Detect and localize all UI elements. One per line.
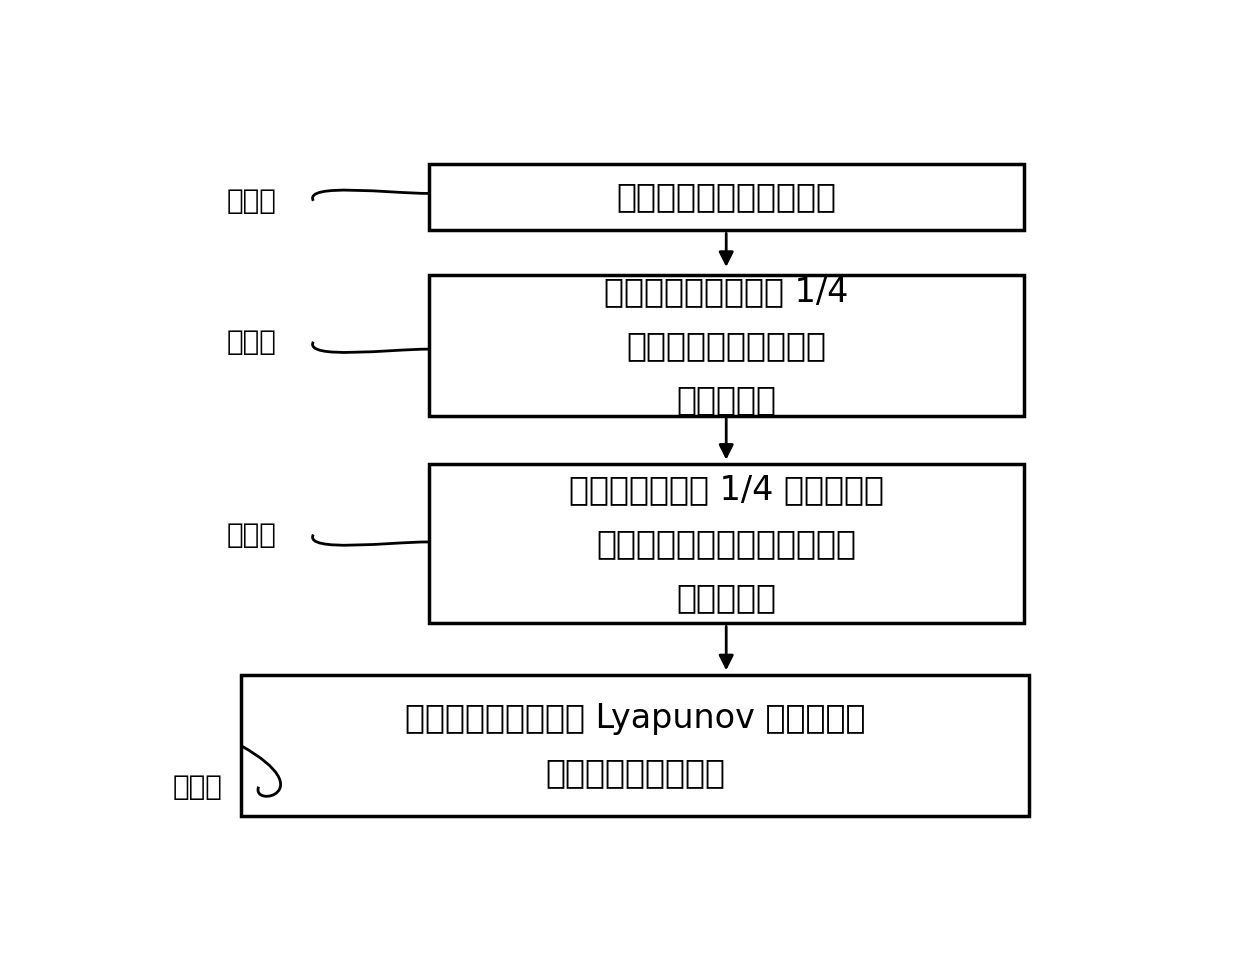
Text: 步骤二: 步骤二	[227, 327, 276, 355]
Text: 利用饱和执行器 1/4 的汽车主动
悬架系统的非线性模型设计抗
饱和控制器: 利用饱和执行器 1/4 的汽车主动 悬架系统的非线性模型设计抗 饱和控制器	[569, 474, 883, 614]
Text: 步骤四: 步骤四	[172, 772, 222, 800]
Text: 建立具有饱和执行器 1/4
的汽车主动悬架系统的
非线性模型: 建立具有饱和执行器 1/4 的汽车主动悬架系统的 非线性模型	[605, 275, 849, 416]
Text: 步骤三: 步骤三	[227, 521, 276, 549]
Text: 步骤一: 步骤一	[227, 187, 276, 215]
Bar	[429, 164, 1023, 230]
Bar	[429, 275, 1023, 416]
Bar	[242, 675, 1028, 817]
Text: 建立饱和执行器数学模型: 建立饱和执行器数学模型	[616, 181, 836, 214]
Text: 采用李亚普诺夫函数 Lyapunov 函数法对抗
饱和控制器进行检验: 采用李亚普诺夫函数 Lyapunov 函数法对抗 饱和控制器进行检验	[405, 702, 865, 790]
Bar	[429, 464, 1023, 623]
